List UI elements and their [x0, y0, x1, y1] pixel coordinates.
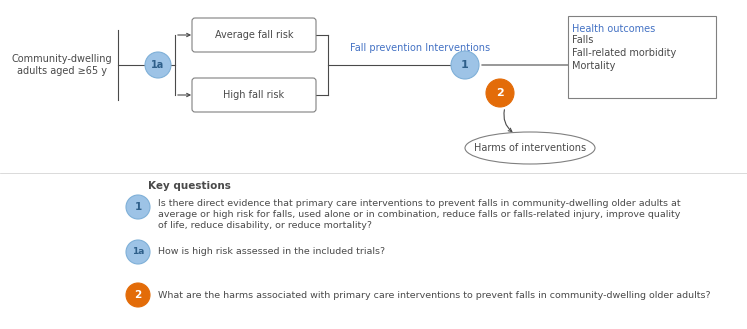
Text: Fall prevention Interventions: Fall prevention Interventions	[350, 43, 490, 53]
Text: Average fall risk: Average fall risk	[214, 30, 294, 40]
Text: 1a: 1a	[131, 247, 144, 257]
FancyBboxPatch shape	[192, 78, 316, 112]
Text: 2: 2	[134, 290, 142, 300]
Text: How is high risk assessed in the included trials?: How is high risk assessed in the include…	[158, 247, 385, 257]
Circle shape	[126, 195, 150, 219]
Text: average or high risk for falls, used alone or in combination, reduce falls or fa: average or high risk for falls, used alo…	[158, 210, 681, 219]
Text: Is there direct evidence that primary care interventions to prevent falls in com: Is there direct evidence that primary ca…	[158, 199, 681, 208]
Text: Falls: Falls	[572, 35, 593, 45]
Text: High fall risk: High fall risk	[223, 90, 285, 100]
Circle shape	[126, 283, 150, 307]
Text: 2: 2	[496, 88, 504, 98]
Circle shape	[486, 79, 514, 107]
Text: Mortality: Mortality	[572, 61, 616, 71]
Text: Fall-related morbidity: Fall-related morbidity	[572, 48, 676, 58]
Text: 1: 1	[461, 60, 469, 70]
Circle shape	[126, 240, 150, 264]
Text: What are the harms associated with primary care interventions to prevent falls i: What are the harms associated with prima…	[158, 291, 710, 299]
Text: Key questions: Key questions	[148, 181, 231, 191]
FancyBboxPatch shape	[192, 18, 316, 52]
Text: Community-dwelling
adults aged ≥65 y: Community-dwelling adults aged ≥65 y	[12, 54, 112, 76]
Bar	[568, 16, 716, 98]
Text: 1: 1	[134, 202, 142, 212]
Text: of life, reduce disability, or reduce mortality?: of life, reduce disability, or reduce mo…	[158, 221, 372, 230]
Ellipse shape	[465, 132, 595, 164]
Text: Harms of interventions: Harms of interventions	[474, 143, 586, 153]
Text: 1a: 1a	[152, 60, 164, 70]
Circle shape	[451, 51, 479, 79]
Text: Health outcomes: Health outcomes	[572, 24, 655, 34]
Circle shape	[145, 52, 171, 78]
